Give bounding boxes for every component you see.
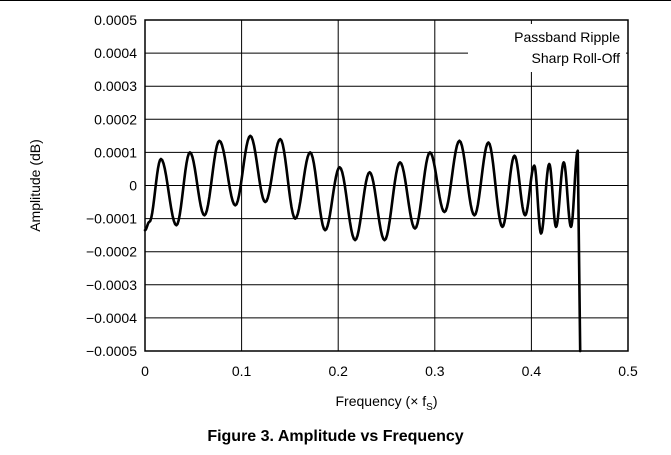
y-tick-labels: 0.0005 0.0004 0.0003 0.0002 0.0001 0 −0.0001 −0…: [86, 12, 137, 359]
legend-line-rolloff: Sharp Roll-Off: [532, 50, 621, 66]
y-tick-label: −0.0004: [86, 310, 137, 326]
x-tick-label: 0.2: [328, 363, 348, 379]
top-rule: [0, 0, 671, 1]
y-tick-label: −0.0005: [86, 343, 137, 359]
y-tick-label: 0.0003: [94, 78, 137, 94]
x-tick-labels: 0 0.1 0.2 0.3 0.4 0.5: [141, 363, 638, 379]
x-tick-label: 0: [141, 363, 149, 379]
series-line-amplitude: [143, 134, 582, 353]
x-axis-label-close: ): [433, 393, 438, 409]
x-axis-label-subscript: S: [426, 402, 433, 413]
figure-caption: Figure 3. Amplitude vs Frequency: [207, 428, 464, 445]
x-tick-label: 0.3: [425, 363, 445, 379]
x-tick-label: 0.4: [522, 363, 542, 379]
y-tick-label: −0.0003: [86, 277, 137, 293]
y-tick-label: −0.0001: [86, 211, 137, 227]
y-tick-label: 0.0001: [94, 144, 137, 160]
x-axis-label-main: Frequency (× f: [336, 393, 427, 409]
amplitude-frequency-chart: 0.0005 0.0004 0.0003 0.0002 0.0001 0 −0.0001 −0…: [27, 12, 638, 413]
legend: Passband Ripple Sharp Roll-Off: [468, 24, 626, 72]
y-axis-label: Amplitude (dB): [27, 139, 43, 232]
y-tick-label: 0.0005: [94, 12, 137, 28]
plot-area-frame: [144, 19, 629, 352]
x-axis-label: Frequency (× fS): [336, 393, 438, 413]
legend-background: [468, 24, 626, 72]
legend-line-passband: Passband Ripple: [514, 29, 620, 45]
y-tick-label: −0.0002: [86, 244, 137, 260]
y-tick-label: 0: [129, 178, 137, 194]
x-tick-label: 0.1: [232, 363, 252, 379]
y-tick-label: 0.0004: [94, 45, 137, 61]
y-tick-label: 0.0002: [94, 111, 137, 127]
x-tick-label: 0.5: [618, 363, 638, 379]
